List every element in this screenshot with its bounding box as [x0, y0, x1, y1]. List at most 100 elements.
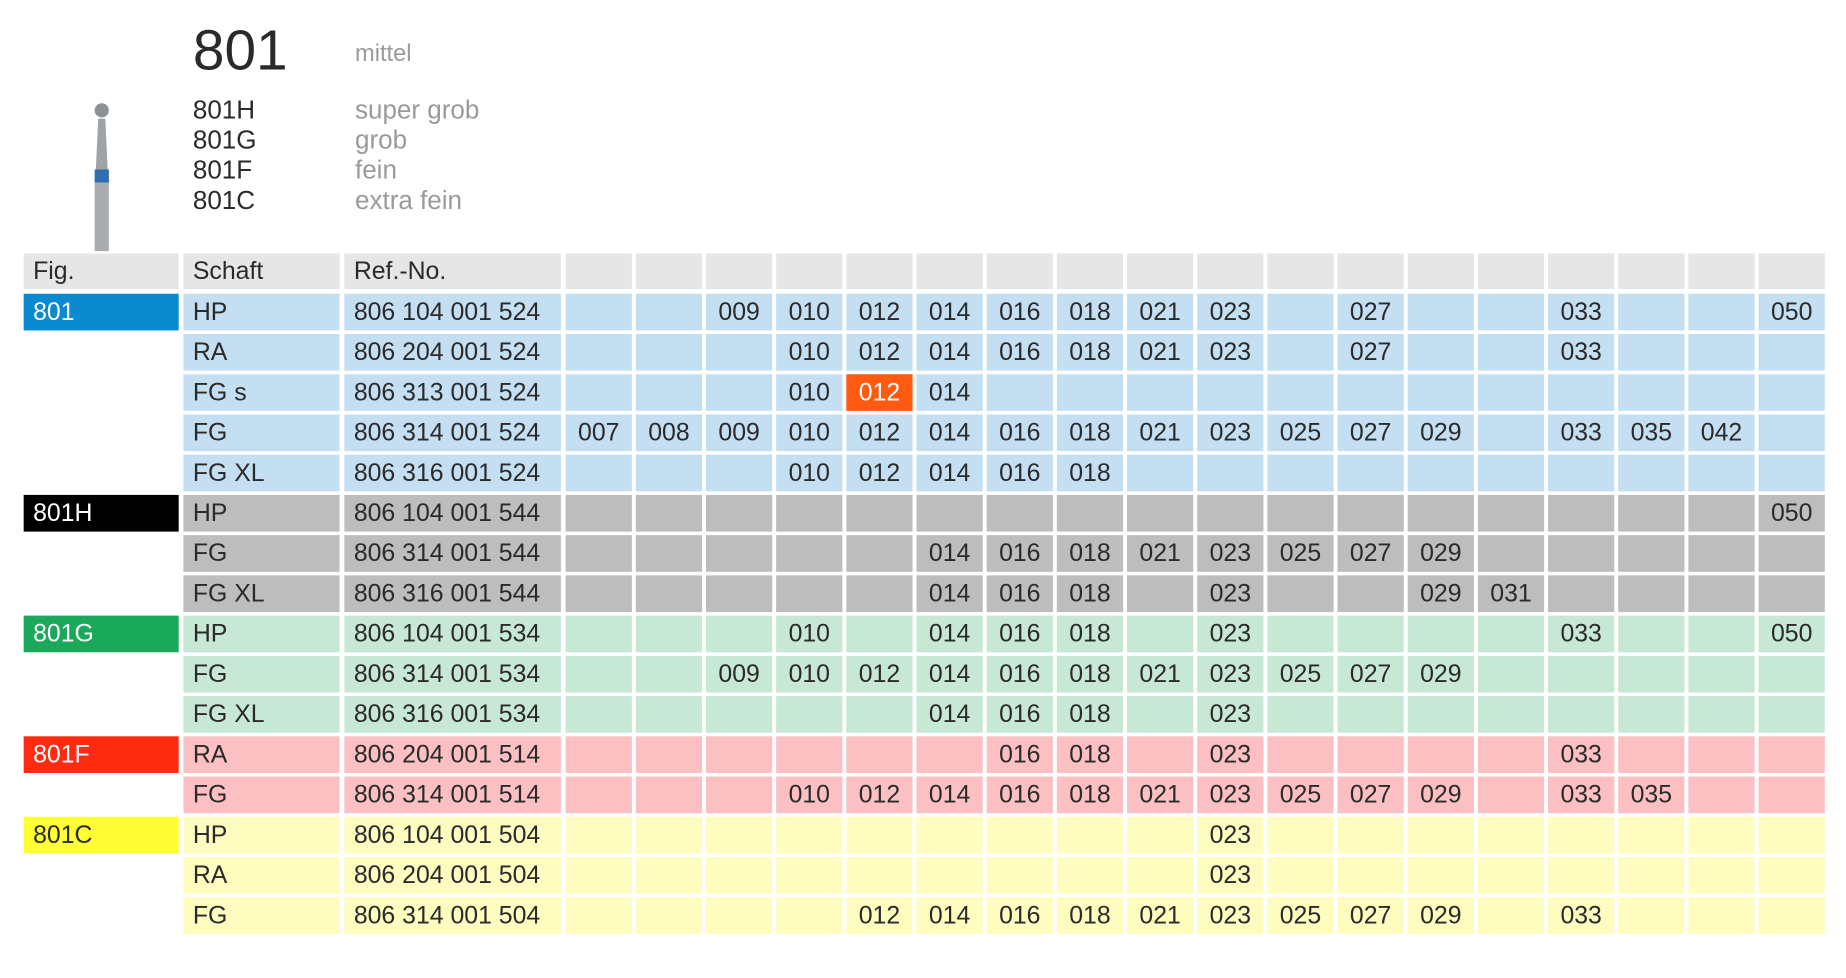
size-cell [1267, 414, 1334, 452]
size: 029 [1420, 540, 1461, 567]
size-cell [705, 816, 773, 854]
size-cell [1197, 816, 1264, 854]
size-cell [1197, 535, 1264, 572]
size: 016 [999, 460, 1040, 487]
size-cell [1056, 776, 1124, 814]
size-cell [565, 374, 632, 411]
header-cell [1688, 253, 1755, 290]
size-cell [846, 414, 913, 452]
size-cell [1197, 696, 1264, 733]
size-cell [1618, 454, 1685, 492]
size-cell [1056, 414, 1124, 452]
schaft: FG [193, 782, 227, 809]
size-cell [1548, 575, 1615, 613]
size-cell [565, 655, 632, 693]
fig-badge [23, 736, 179, 773]
size-cell [1197, 736, 1264, 773]
size-cell [1758, 293, 1825, 331]
size-cell [1477, 374, 1545, 411]
header-cell [565, 253, 632, 290]
size: 025 [1280, 782, 1321, 809]
size-cell [1197, 897, 1264, 934]
size: 018 [1069, 902, 1110, 929]
size-cell [1127, 494, 1194, 532]
size-cell [635, 816, 703, 854]
size-cell [1337, 575, 1404, 613]
size-cell [916, 454, 983, 492]
size-cell [1477, 776, 1545, 814]
size: 033 [1560, 621, 1601, 648]
size: 021 [1139, 420, 1180, 447]
size-cell [1267, 816, 1334, 854]
size-cell [565, 293, 632, 331]
size-cell [1407, 293, 1474, 331]
size-cell [1127, 535, 1194, 572]
size-cell [1688, 857, 1755, 894]
header-cell [986, 253, 1053, 290]
size-cell [1548, 535, 1615, 572]
size-cell [1618, 293, 1685, 331]
size-cell [1127, 696, 1194, 733]
size-cell [1337, 293, 1404, 331]
size: 014 [929, 460, 971, 487]
size-cell [1337, 454, 1404, 492]
variant-code: 801H [193, 94, 255, 124]
size-cell [565, 575, 632, 613]
size: 018 [1069, 741, 1110, 768]
size-cell [1197, 293, 1264, 331]
size-cell [1548, 776, 1615, 814]
size-cell [1127, 575, 1194, 613]
size: 018 [1069, 661, 1110, 688]
size-cell [1337, 897, 1404, 934]
size-cell [705, 776, 773, 814]
schaft: FG [193, 661, 227, 688]
size-cell [1127, 293, 1194, 331]
size-cell [1197, 655, 1264, 693]
size-cell [916, 857, 983, 894]
size-cell [1758, 414, 1825, 452]
size-cell [1127, 816, 1194, 854]
size-cell [1758, 655, 1825, 693]
size-cell [986, 816, 1053, 854]
size: 029 [1420, 902, 1461, 929]
size: 014 [929, 902, 971, 929]
size-cell [1056, 655, 1124, 693]
cell [344, 535, 561, 572]
size-cell [565, 776, 632, 814]
size: 027 [1350, 540, 1391, 567]
size-cell [776, 575, 843, 613]
size-cell [1477, 897, 1545, 934]
size-cell [776, 655, 843, 693]
variant-code: 801G [193, 125, 257, 155]
size: 012 [859, 420, 900, 447]
size: 033 [1560, 339, 1601, 366]
size: 009 [718, 299, 759, 326]
size-cell [1618, 615, 1685, 653]
size: 021 [1139, 540, 1180, 567]
size-cell [565, 494, 632, 532]
size-cell [705, 736, 773, 773]
size-cell [1758, 696, 1825, 733]
size-cell [776, 293, 843, 331]
cell [344, 615, 561, 653]
header-cell [1758, 253, 1825, 290]
cell [344, 736, 561, 773]
schaft: HP [193, 299, 228, 326]
size-cell [1407, 736, 1474, 773]
size-cell [1548, 655, 1615, 693]
cell [344, 414, 561, 452]
size: 010 [789, 460, 830, 487]
size-cell [1688, 414, 1755, 452]
size: 033 [1560, 420, 1601, 447]
variant-code: 801C [193, 185, 255, 215]
title: 801 [193, 20, 288, 83]
size-cell [1127, 615, 1194, 653]
bur-head [94, 103, 109, 118]
size: 029 [1420, 661, 1461, 688]
size: 027 [1350, 902, 1391, 929]
header-cell [1197, 253, 1264, 290]
size-cell [1548, 736, 1615, 773]
size-cell [1758, 615, 1825, 653]
size: 018 [1069, 580, 1110, 607]
